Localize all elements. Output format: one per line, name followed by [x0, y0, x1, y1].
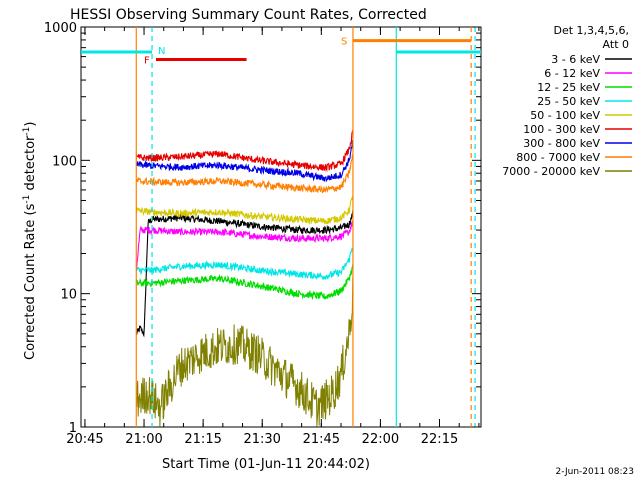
- legend-entry-label-6: 300 - 800 keV: [523, 137, 600, 150]
- x-tick-label: 20:45: [66, 432, 103, 447]
- x-tick-label: 21:45: [303, 432, 340, 447]
- legend-entry-label-3: 25 - 50 keV: [537, 95, 600, 108]
- y-tick-label: 1: [69, 421, 77, 436]
- y-tick-label: 1000: [44, 21, 77, 36]
- chart-title: HESSI Observing Summary Count Rates, Cor…: [70, 7, 427, 23]
- series-line-3: [135, 247, 354, 281]
- series-line-6: [135, 139, 354, 183]
- x-tick-label: 21:30: [243, 432, 280, 447]
- legend-entry-label-7: 800 - 7000 keV: [516, 151, 600, 164]
- legend-entry-label-1: 6 - 12 keV: [544, 67, 600, 80]
- flag-bar-label-2: F: [144, 56, 150, 67]
- y-tick-label: 100: [52, 154, 77, 169]
- plot-frame: [80, 26, 482, 428]
- legend-entry-label-5: 100 - 300 keV: [523, 123, 600, 136]
- series-line-2: [135, 264, 354, 301]
- legend-entry-label-8: 7000 - 20000 keV: [502, 165, 600, 178]
- flag-bar-label-1: N: [158, 46, 165, 57]
- legend-entry-label-2: 12 - 25 keV: [537, 81, 600, 94]
- datestamp: 2-Jun-2011 08:23: [556, 467, 635, 477]
- series-line-4: [135, 196, 354, 226]
- legend-header-attenuator: Att 0: [603, 38, 629, 51]
- x-tick-label: 21:15: [184, 432, 221, 447]
- legend-entry-label-4: 50 - 100 keV: [530, 109, 600, 122]
- y-axis-label: Corrected Count Rate (s-1 detector-1): [22, 122, 38, 360]
- flag-bar-label-3: S: [341, 37, 347, 48]
- x-axis-label: Start Time (01-Jun-11 20:44:02): [162, 457, 370, 472]
- x-tick-label: 21:00: [125, 432, 162, 447]
- series-line-7: [135, 153, 354, 194]
- x-tick-label: 22:00: [362, 432, 399, 447]
- series-line-8: [135, 277, 354, 427]
- plot-area: NF S 20:45 21:00 21:15 21:30 21:45 22:00 22:15 1…: [44, 21, 482, 447]
- y-tick-label: 10: [60, 288, 77, 303]
- series-line-1: [135, 220, 354, 272]
- series-line-0: [135, 210, 354, 338]
- series-line-5: [135, 130, 354, 173]
- legend-header-detectors: Det 1,3,4,5,6,: [553, 24, 629, 37]
- legend-entry-label-0: 3 - 6 keV: [551, 53, 600, 66]
- x-tick-label: 22:15: [421, 432, 458, 447]
